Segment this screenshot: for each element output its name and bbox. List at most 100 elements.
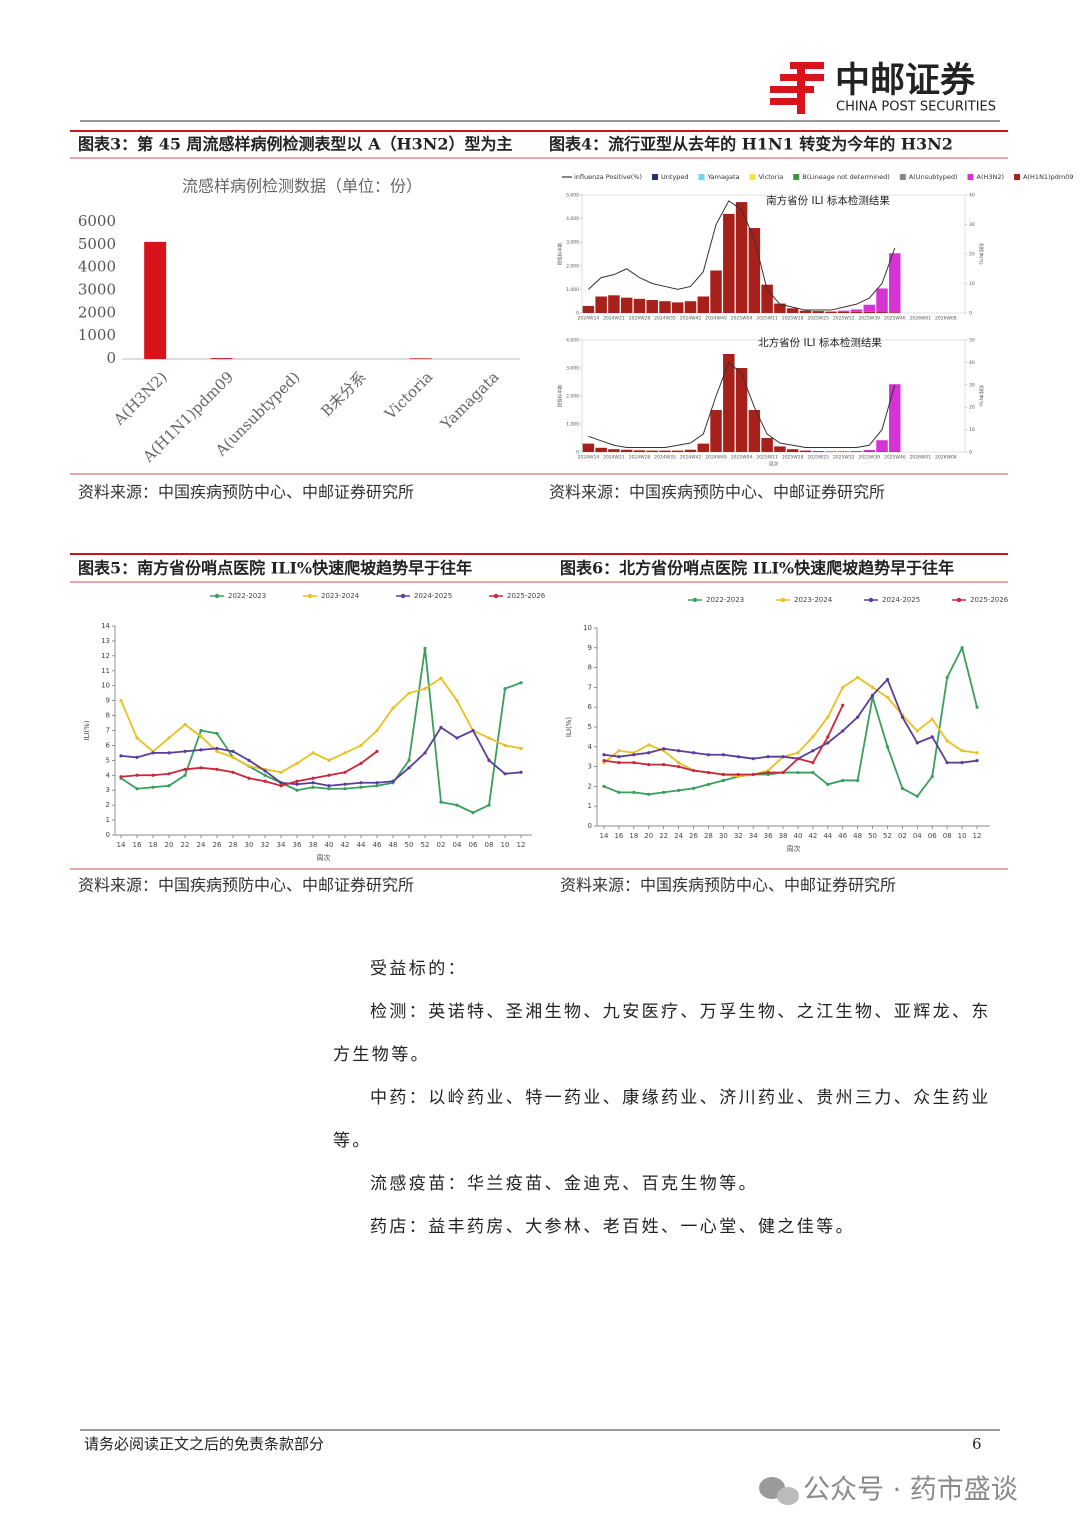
chart-title: 流感样病例检测数据（单位：份） (182, 177, 422, 196)
x-tick-label: 40 (793, 832, 802, 840)
point (617, 761, 621, 765)
point (215, 749, 219, 754)
point (841, 685, 845, 690)
x-tick-label: 38 (779, 832, 788, 840)
point (751, 757, 755, 761)
point (826, 735, 830, 739)
bar (889, 451, 901, 452)
legend-label: Victoria (759, 173, 784, 181)
legend-label: 2022-2023 (228, 592, 266, 600)
bar (799, 310, 812, 313)
x-tick-label: 48 (389, 841, 398, 849)
x-tick-label: 02 (437, 841, 446, 849)
bar (863, 450, 875, 452)
bar (889, 312, 901, 313)
point (766, 755, 770, 759)
legend-marker (692, 597, 698, 603)
x-tick-label: 14 (117, 841, 126, 849)
panel-title: 南方省份 ILI 标本检测结果 (766, 194, 890, 207)
y-tick-label: 12 (101, 652, 110, 660)
point (856, 715, 860, 719)
x-tick-label: 20 (165, 841, 174, 849)
y-tick-label: 0 (588, 822, 592, 830)
x-tick-label: 12 (973, 832, 982, 840)
x-tick-label: 08 (943, 832, 952, 840)
x-tick-label: 22 (659, 832, 668, 840)
x-tick-label: 26 (689, 832, 698, 840)
bar (672, 450, 684, 452)
point (975, 705, 979, 709)
bar (774, 446, 786, 452)
bar (876, 312, 888, 313)
point (487, 758, 491, 762)
bar (748, 410, 761, 452)
point (677, 788, 681, 792)
y-tick-label: 4000 (78, 258, 116, 276)
y-tick-label: 0 (106, 831, 110, 839)
x-tick-label: 04 (453, 841, 462, 849)
x-tick-label: 50 (868, 832, 877, 840)
bar (850, 311, 863, 313)
point (617, 749, 621, 753)
point (519, 770, 523, 774)
point (602, 759, 606, 763)
x-tick-label: 06 (928, 832, 937, 840)
legend-label: A(H1N1)pdm09 (1023, 173, 1073, 181)
x-tick-label: 10 (958, 832, 967, 840)
y-tick-label: 10 (101, 682, 110, 690)
bar (825, 451, 837, 452)
point (407, 691, 411, 695)
point (721, 772, 725, 777)
y2-axis-label: 阳性率(%) (978, 243, 985, 265)
point (503, 687, 507, 691)
point (930, 774, 934, 779)
x-tick-label: 2025W25 (807, 455, 829, 461)
point (215, 767, 219, 771)
y2-tick-label: 10 (969, 281, 975, 287)
x-tick-label: 24 (197, 841, 206, 849)
body-text: 受益标的： 检测：英诺特、圣湘生物、九安医疗、万孚生物、之江生物、亚辉龙、东方生… (333, 948, 1001, 1249)
y2-tick-label: 20 (969, 405, 975, 411)
point (677, 749, 681, 753)
point (706, 753, 711, 757)
point (856, 778, 860, 783)
point (930, 717, 934, 721)
point (247, 776, 251, 780)
x-tick-label: 52 (883, 832, 892, 840)
point (231, 749, 235, 754)
x-tick-label: 20 (644, 832, 653, 840)
y-tick-label: 4 (588, 743, 593, 751)
legend-label: 2022-2023 (706, 596, 744, 604)
y-tick-label: 6000 (78, 212, 116, 230)
legend-swatch (899, 174, 906, 180)
bar (646, 300, 658, 313)
y-tick-label: 2 (106, 801, 110, 809)
x-tick-label: 2024W49 (705, 455, 727, 461)
x-tick-label: 42 (341, 841, 350, 849)
bar (761, 438, 773, 452)
bar (812, 451, 824, 452)
x-tick-label: 26 (213, 841, 222, 849)
body-item: 检测：英诺特、圣湘生物、九安医疗、万孚生物、之江生物、亚辉龙、东方生物等。 (333, 1002, 991, 1065)
x-tick-label: 28 (229, 841, 238, 849)
y-tick-label: 0 (576, 311, 579, 317)
bar (710, 410, 722, 452)
point (796, 751, 800, 755)
x-tick-label: 2026W01 (909, 316, 931, 322)
point (119, 699, 123, 703)
point (826, 741, 830, 745)
bar (608, 295, 620, 313)
y-tick-label: 6 (588, 703, 593, 711)
y-tick-label: 1,000 (566, 287, 579, 293)
x-tick-label: 2024W35 (654, 455, 676, 461)
bar (863, 311, 875, 313)
disclaimer: 请务必阅读正文之后的免责条款部分 (84, 1435, 324, 1453)
point (423, 687, 427, 691)
point (960, 646, 964, 650)
point (662, 763, 666, 767)
bar (710, 270, 722, 313)
x-tick-label: 36 (293, 841, 302, 849)
y-tick-label: 5000 (78, 235, 116, 253)
point (487, 736, 491, 740)
rate-line (588, 361, 896, 449)
